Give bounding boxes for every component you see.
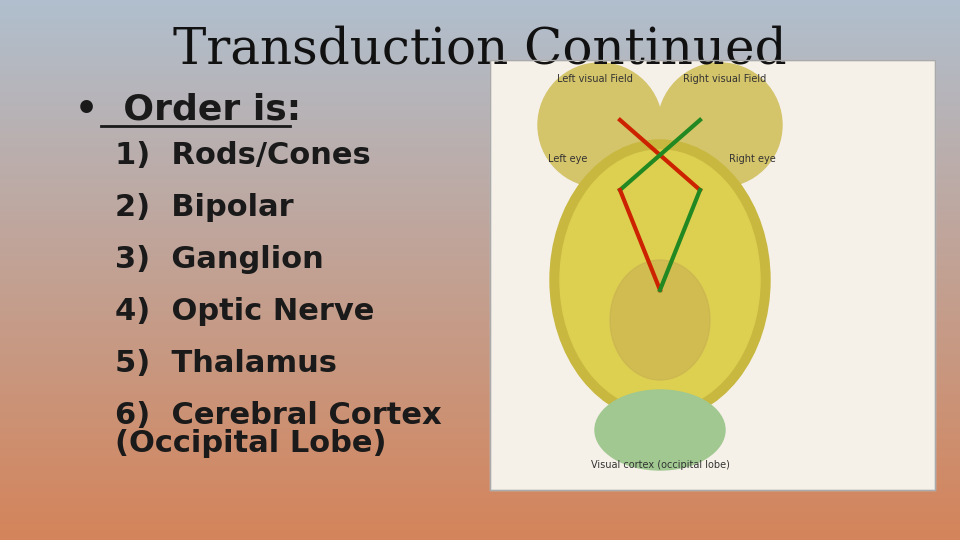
Text: 5)  Thalamus: 5) Thalamus [115,348,337,377]
Text: Right eye: Right eye [729,154,776,164]
Text: Left visual Field: Left visual Field [557,74,633,84]
FancyBboxPatch shape [490,60,935,490]
Text: •  Order is:: • Order is: [75,93,301,127]
Text: Visual cortex (occipital lobe): Visual cortex (occipital lobe) [590,460,730,470]
Ellipse shape [610,260,710,380]
Circle shape [658,63,782,187]
Circle shape [538,63,662,187]
Text: Left eye: Left eye [548,154,588,164]
Ellipse shape [595,390,725,470]
Text: Right visual Field: Right visual Field [684,74,767,84]
Text: Transduction Continued: Transduction Continued [173,25,787,75]
Ellipse shape [560,150,760,410]
Text: 1)  Rods/Cones: 1) Rods/Cones [115,140,371,170]
Text: 6)  Cerebral Cortex: 6) Cerebral Cortex [115,401,442,429]
Ellipse shape [550,140,770,420]
Text: (Occipital Lobe): (Occipital Lobe) [115,429,387,457]
Text: 2)  Bipolar: 2) Bipolar [115,192,294,221]
Text: 4)  Optic Nerve: 4) Optic Nerve [115,296,374,326]
Text: 3)  Ganglion: 3) Ganglion [115,245,324,273]
